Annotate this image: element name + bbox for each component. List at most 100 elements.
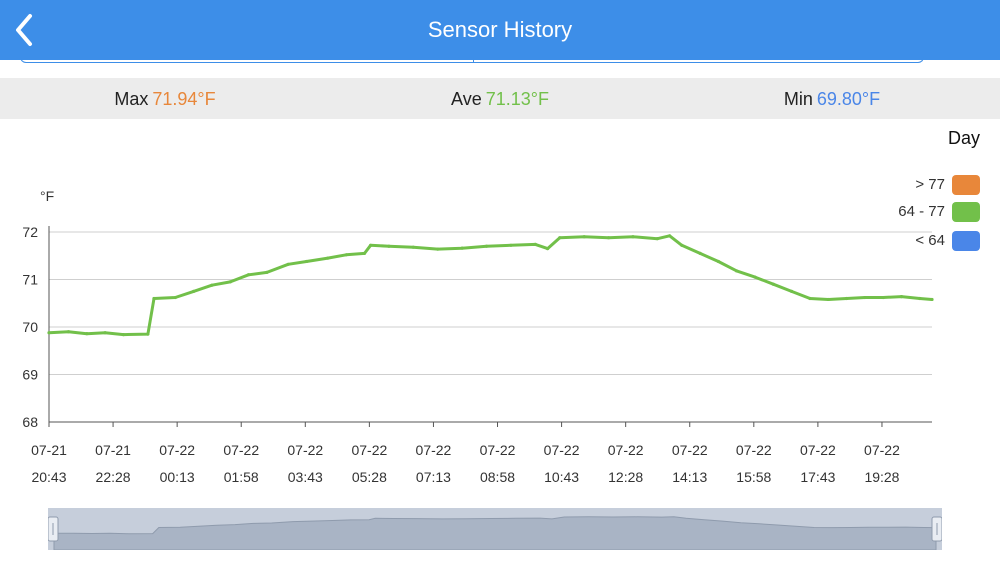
- x-tick-time: 07:13: [416, 469, 451, 485]
- x-tick-date: 07-22: [864, 442, 900, 458]
- range-label[interactable]: Day: [947, 128, 980, 148]
- legend-label-low: < 64: [915, 232, 945, 249]
- temperature-point: [246, 273, 251, 277]
- range-navigator[interactable]: [48, 508, 942, 550]
- range-selector-edge[interactable]: [20, 50, 924, 63]
- temperature-point: [85, 332, 89, 336]
- y-tick-label: 69: [22, 367, 38, 383]
- temperature-point: [362, 251, 367, 255]
- x-tick-time: 12:28: [608, 469, 643, 485]
- temperature-point: [484, 244, 489, 248]
- page-title: Sensor History: [427, 17, 573, 42]
- temperature-point: [304, 259, 309, 264]
- stat-min-label: Min: [783, 89, 813, 109]
- x-tick-time: 10:43: [544, 469, 579, 485]
- x-tick-time: 17:43: [800, 469, 835, 485]
- temperature-point: [582, 235, 586, 239]
- temperature-point: [808, 296, 812, 301]
- temperature-point: [47, 331, 51, 335]
- x-tick-time: 22:28: [96, 469, 131, 485]
- temperature-point: [286, 262, 290, 266]
- temperature-point: [881, 295, 885, 300]
- x-tick-date: 07-22: [287, 442, 323, 458]
- temperature-point: [606, 236, 611, 240]
- temperature-point: [918, 296, 922, 301]
- x-tick-date: 07-22: [159, 442, 195, 458]
- temperature-point: [533, 242, 537, 246]
- temperature-point: [210, 283, 214, 287]
- navigator-series-area: [53, 516, 937, 550]
- x-tick-time: 19:28: [864, 469, 899, 485]
- stats-bar: Max 71.94°F Ave 71.13°F Min 69.80°F: [0, 78, 1000, 119]
- x-tick-time: 14:13: [672, 469, 707, 485]
- temperature-point: [790, 289, 794, 293]
- temperature-point: [863, 295, 867, 300]
- x-tick-date: 07-22: [672, 442, 708, 458]
- x-tick-time: 05:28: [352, 469, 387, 485]
- temperature-point: [753, 275, 757, 279]
- back-button[interactable]: [8, 10, 48, 50]
- x-tick-date: 07-22: [223, 442, 259, 458]
- temperature-point: [899, 295, 904, 299]
- temperature-chart: °F 72 71 70 69 68 07-21 20:43 07-21 22:28 07-22 00…: [22, 188, 934, 485]
- x-tick-time: 15:58: [736, 469, 771, 485]
- x-tick-date: 07-21: [95, 442, 131, 458]
- temperature-point: [771, 282, 775, 286]
- temperature-point: [698, 251, 702, 255]
- y-tick-label: 71: [22, 272, 38, 288]
- x-tick-date: 07-22: [544, 442, 580, 458]
- temperature-point: [668, 234, 672, 238]
- temperature-point: [680, 243, 684, 247]
- x-tick-date: 07-21: [31, 442, 67, 458]
- stat-max-label: Max: [114, 89, 149, 109]
- temperature-point: [631, 235, 635, 239]
- temperature-point: [173, 295, 177, 300]
- x-tick-time: 03:43: [288, 469, 323, 485]
- x-tick-date: 07-22: [351, 442, 387, 458]
- temperature-point: [66, 330, 71, 334]
- temperature-point: [716, 259, 721, 264]
- x-tick-date: 07-22: [800, 442, 836, 458]
- legend-label-high: > 77: [915, 176, 945, 193]
- y-tick-label: 72: [22, 224, 38, 240]
- x-tick-date: 07-22: [736, 442, 772, 458]
- stat-min-value: 69.80°F: [816, 89, 881, 109]
- temperature-point: [368, 243, 373, 247]
- temperature-point: [152, 296, 156, 301]
- temperature-point: [930, 297, 934, 302]
- x-tick-date: 07-22: [480, 442, 516, 458]
- stat-max-value: 71.94°F: [152, 89, 216, 109]
- y-axis-unit: °F: [40, 188, 54, 204]
- temperature-point: [103, 331, 107, 335]
- y-tick-label: 68: [22, 414, 38, 430]
- legend-label-normal: 64 - 77: [898, 203, 945, 220]
- temperature-point: [436, 247, 440, 251]
- x-tick-time: 01:58: [224, 469, 259, 485]
- stat-ave-value: 71.13°F: [485, 89, 549, 109]
- temperature-point: [460, 246, 464, 250]
- temperature-point: [146, 332, 150, 336]
- temperature-point: [265, 270, 269, 274]
- temperature-point: [121, 333, 126, 337]
- x-tick-date: 07-22: [416, 442, 452, 458]
- temperature-point: [735, 269, 739, 273]
- y-tick-label: 70: [22, 319, 38, 335]
- temperature-point: [509, 243, 513, 247]
- x-tick-time: 20:43: [31, 469, 66, 485]
- x-tick-date: 07-22: [608, 442, 644, 458]
- temperature-point: [411, 245, 415, 249]
- temperature-point: [826, 297, 830, 302]
- stat-ave: Ave 71.13°F: [380, 78, 620, 119]
- temperature-point: [655, 237, 659, 241]
- temperature-point: [344, 253, 348, 257]
- stat-min: Min 69.80°F: [712, 78, 952, 119]
- temperature-point: [228, 280, 232, 284]
- range-selector-divider: [473, 50, 474, 62]
- temperature-point: [192, 289, 196, 293]
- nav-bar: Sensor History: [0, 0, 1000, 60]
- stat-ave-label: Ave: [451, 89, 482, 109]
- temperature-point: [844, 296, 849, 301]
- stat-max: Max 71.94°F: [45, 78, 285, 119]
- temperature-series-line: [48, 234, 933, 337]
- legend-swatch-high: [952, 175, 980, 195]
